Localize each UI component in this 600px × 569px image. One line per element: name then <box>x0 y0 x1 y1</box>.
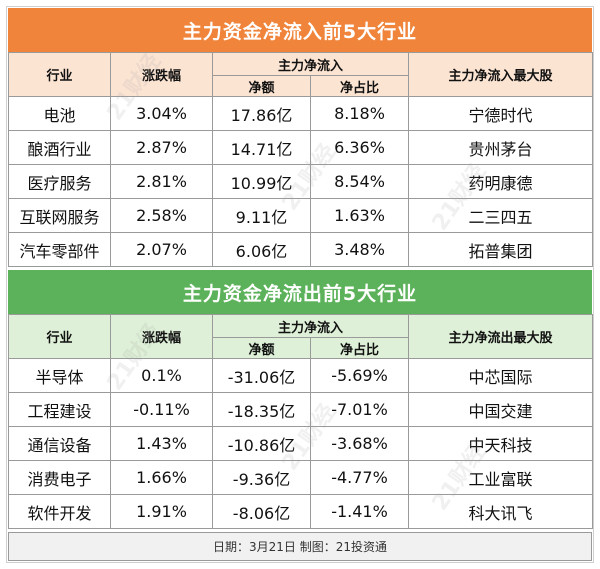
inflow-header-row: 行业 涨跌幅 主力净流入 主力净流入最大股 <box>8 52 594 97</box>
header-ratio: 净占比 <box>309 75 410 97</box>
header-change: 涨跌幅 <box>110 314 213 359</box>
header-industry: 行业 <box>8 52 111 97</box>
cell-amount: 9.11亿 <box>212 198 311 233</box>
header-industry: 行业 <box>8 314 111 359</box>
table-row: 软件开发 1.91% -8.06亿 -1.41% 科大讯飞 <box>8 494 594 529</box>
cell-amount: -10.86亿 <box>212 426 311 461</box>
table-row: 通信设备 1.43% -10.86亿 -3.68% 中天科技 <box>8 426 594 461</box>
inflow-table: 行业 涨跌幅 主力净流入 主力净流入最大股 净额 净占比 电池 3.04% 17… <box>8 52 594 267</box>
cell-ratio: -3.68% <box>309 426 410 461</box>
table-row: 电池 3.04% 17.86亿 8.18% 宁德时代 <box>8 96 594 131</box>
header-net-flow-group: 主力净流入 <box>211 314 410 338</box>
cell-change: 2.58% <box>110 198 213 233</box>
cell-top-stock: 工业富联 <box>408 460 594 495</box>
cell-amount: 6.06亿 <box>212 232 311 267</box>
cell-amount: -8.06亿 <box>212 494 311 529</box>
cell-change: 2.81% <box>110 164 213 199</box>
outflow-header-row: 行业 涨跌幅 主力净流入 主力净流出最大股 <box>8 314 594 359</box>
table-row: 医疗服务 2.81% 10.99亿 8.54% 药明康德 <box>8 164 594 199</box>
table-row: 汽车零部件 2.07% 6.06亿 3.48% 拓普集团 <box>8 232 594 267</box>
cell-industry: 半导体 <box>8 358 111 393</box>
cell-industry: 互联网服务 <box>8 198 111 233</box>
cell-top-stock: 中芯国际 <box>408 358 594 393</box>
header-amount: 净额 <box>212 337 311 359</box>
cell-change: -0.11% <box>110 392 213 427</box>
cell-ratio: -7.01% <box>309 392 410 427</box>
header-change: 涨跌幅 <box>110 52 213 97</box>
cell-industry: 通信设备 <box>8 426 111 461</box>
cell-top-stock: 科大讯飞 <box>408 494 594 529</box>
table-row: 酿酒行业 2.87% 14.71亿 6.36% 贵州茅台 <box>8 130 594 165</box>
outflow-section: 主力资金净流出前5大行业 行业 涨跌幅 主力净流入 主力净流出最大股 净额 净占… <box>8 270 594 529</box>
cell-amount: 14.71亿 <box>212 130 311 165</box>
cell-industry: 汽车零部件 <box>8 232 111 267</box>
outflow-table: 行业 涨跌幅 主力净流入 主力净流出最大股 净额 净占比 半导体 0.1% -3… <box>8 314 594 529</box>
cell-change: 1.66% <box>110 460 213 495</box>
cell-amount: 17.86亿 <box>212 96 311 131</box>
cell-change: 2.07% <box>110 232 213 267</box>
cell-ratio: 8.18% <box>309 96 410 131</box>
header-top-stock: 主力净流入最大股 <box>408 52 594 97</box>
cell-amount: 10.99亿 <box>212 164 311 199</box>
inflow-title: 主力资金净流入前5大行业 <box>8 8 592 52</box>
cell-top-stock: 贵州茅台 <box>408 130 594 165</box>
cell-amount: -31.06亿 <box>212 358 311 393</box>
header-top-stock: 主力净流出最大股 <box>408 314 594 359</box>
cell-amount: -18.35亿 <box>212 392 311 427</box>
cell-change: 3.04% <box>110 96 213 131</box>
header-ratio: 净占比 <box>309 337 410 359</box>
cell-ratio: 6.36% <box>309 130 410 165</box>
cell-top-stock: 药明康德 <box>408 164 594 199</box>
outflow-title: 主力资金净流出前5大行业 <box>8 270 592 314</box>
cell-amount: -9.36亿 <box>212 460 311 495</box>
cell-change: 2.87% <box>110 130 213 165</box>
footer-caption: 日期：3月21日 制图：21投资通 <box>8 532 592 561</box>
cell-industry: 软件开发 <box>8 494 111 529</box>
cell-top-stock: 二三四五 <box>408 198 594 233</box>
cell-top-stock: 中天科技 <box>408 426 594 461</box>
header-net-flow-group: 主力净流入 <box>211 52 410 76</box>
table-row: 互联网服务 2.58% 9.11亿 1.63% 二三四五 <box>8 198 594 233</box>
cell-top-stock: 拓普集团 <box>408 232 594 267</box>
cell-top-stock: 中国交建 <box>408 392 594 427</box>
cell-ratio: 3.48% <box>309 232 410 267</box>
cell-change: 0.1% <box>110 358 213 393</box>
cell-industry: 电池 <box>8 96 111 131</box>
table-row: 消费电子 1.66% -9.36亿 -4.77% 工业富联 <box>8 460 594 495</box>
cell-industry: 医疗服务 <box>8 164 111 199</box>
cell-top-stock: 宁德时代 <box>408 96 594 131</box>
table-row: 半导体 0.1% -31.06亿 -5.69% 中芯国际 <box>8 358 594 393</box>
cell-industry: 工程建设 <box>8 392 111 427</box>
cell-ratio: 1.63% <box>309 198 410 233</box>
cell-change: 1.43% <box>110 426 213 461</box>
cell-ratio: -5.69% <box>309 358 410 393</box>
inflow-section: 主力资金净流入前5大行业 行业 涨跌幅 主力净流入 主力净流入最大股 净额 净占… <box>8 8 594 267</box>
header-amount: 净额 <box>212 75 311 97</box>
cell-change: 1.91% <box>110 494 213 529</box>
cell-industry: 消费电子 <box>8 460 111 495</box>
cell-ratio: 8.54% <box>309 164 410 199</box>
cell-industry: 酿酒行业 <box>8 130 111 165</box>
cell-ratio: -4.77% <box>309 460 410 495</box>
cell-ratio: -1.41% <box>309 494 410 529</box>
table-row: 工程建设 -0.11% -18.35亿 -7.01% 中国交建 <box>8 392 594 427</box>
